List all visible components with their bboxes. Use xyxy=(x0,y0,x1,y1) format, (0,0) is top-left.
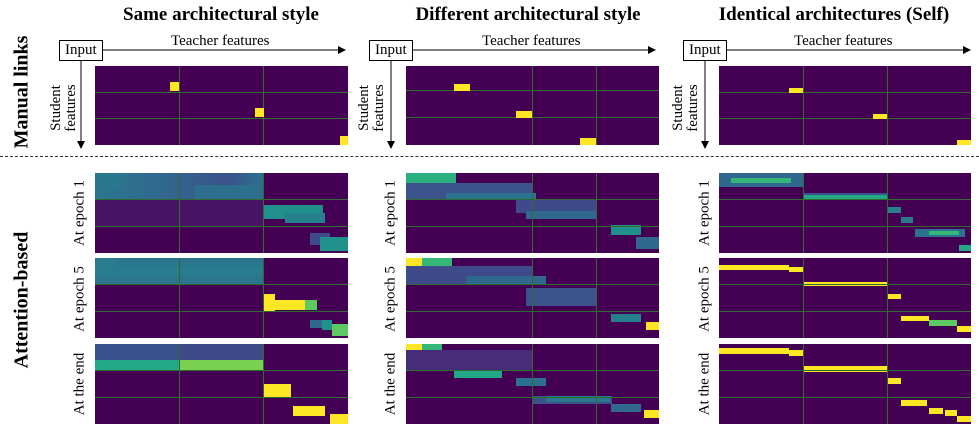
epoch-label-e5-col2: At epoch 5 xyxy=(382,266,399,332)
heatmap-manual-same xyxy=(95,66,348,145)
epoch-label-e1-col2: At epoch 1 xyxy=(382,180,399,246)
column-title-identical: Identical architectures (Self) xyxy=(718,4,950,25)
heatmap-e5-different xyxy=(406,258,659,338)
epoch-label-e1-col1: At epoch 1 xyxy=(71,180,88,246)
heatmap-e5-same xyxy=(95,258,348,338)
student-label-col3: Student features xyxy=(670,84,701,132)
epoch-label-e5-col1: At epoch 5 xyxy=(71,266,88,332)
heatmap-manual-identical xyxy=(719,66,971,145)
column-title-different-style: Different architectural style xyxy=(415,4,641,25)
epoch-label-e5-col3: At epoch 5 xyxy=(696,266,713,332)
student-label-col2: Student features xyxy=(356,84,387,132)
column-title-same-style: Same architectural style xyxy=(123,4,319,25)
input-box-col1: Input xyxy=(59,40,103,61)
heatmap-e1-identical xyxy=(719,173,971,253)
epoch-label-end-col2: At the end xyxy=(382,352,399,416)
section-divider xyxy=(0,156,979,157)
teacher-label-col3: Teacher features xyxy=(794,33,893,49)
heatmap-manual-different xyxy=(406,66,659,145)
teacher-label-col1: Teacher features xyxy=(171,33,270,49)
input-box-col3: Input xyxy=(683,40,727,61)
student-label-col1: Student features xyxy=(48,84,79,132)
heatmap-end-different xyxy=(406,344,659,424)
heatmap-end-same xyxy=(95,344,348,424)
teacher-label-col2: Teacher features xyxy=(482,33,581,49)
heatmap-e1-same xyxy=(95,173,348,253)
epoch-label-e1-col3: At epoch 1 xyxy=(696,180,713,246)
epoch-label-end-col1: At the end xyxy=(71,352,88,416)
heatmap-end-identical xyxy=(719,344,971,424)
input-box-col2: Input xyxy=(369,40,413,61)
heatmap-e1-different xyxy=(406,173,659,253)
epoch-label-end-col3: At the end xyxy=(696,352,713,416)
heatmap-e5-identical xyxy=(719,258,971,338)
